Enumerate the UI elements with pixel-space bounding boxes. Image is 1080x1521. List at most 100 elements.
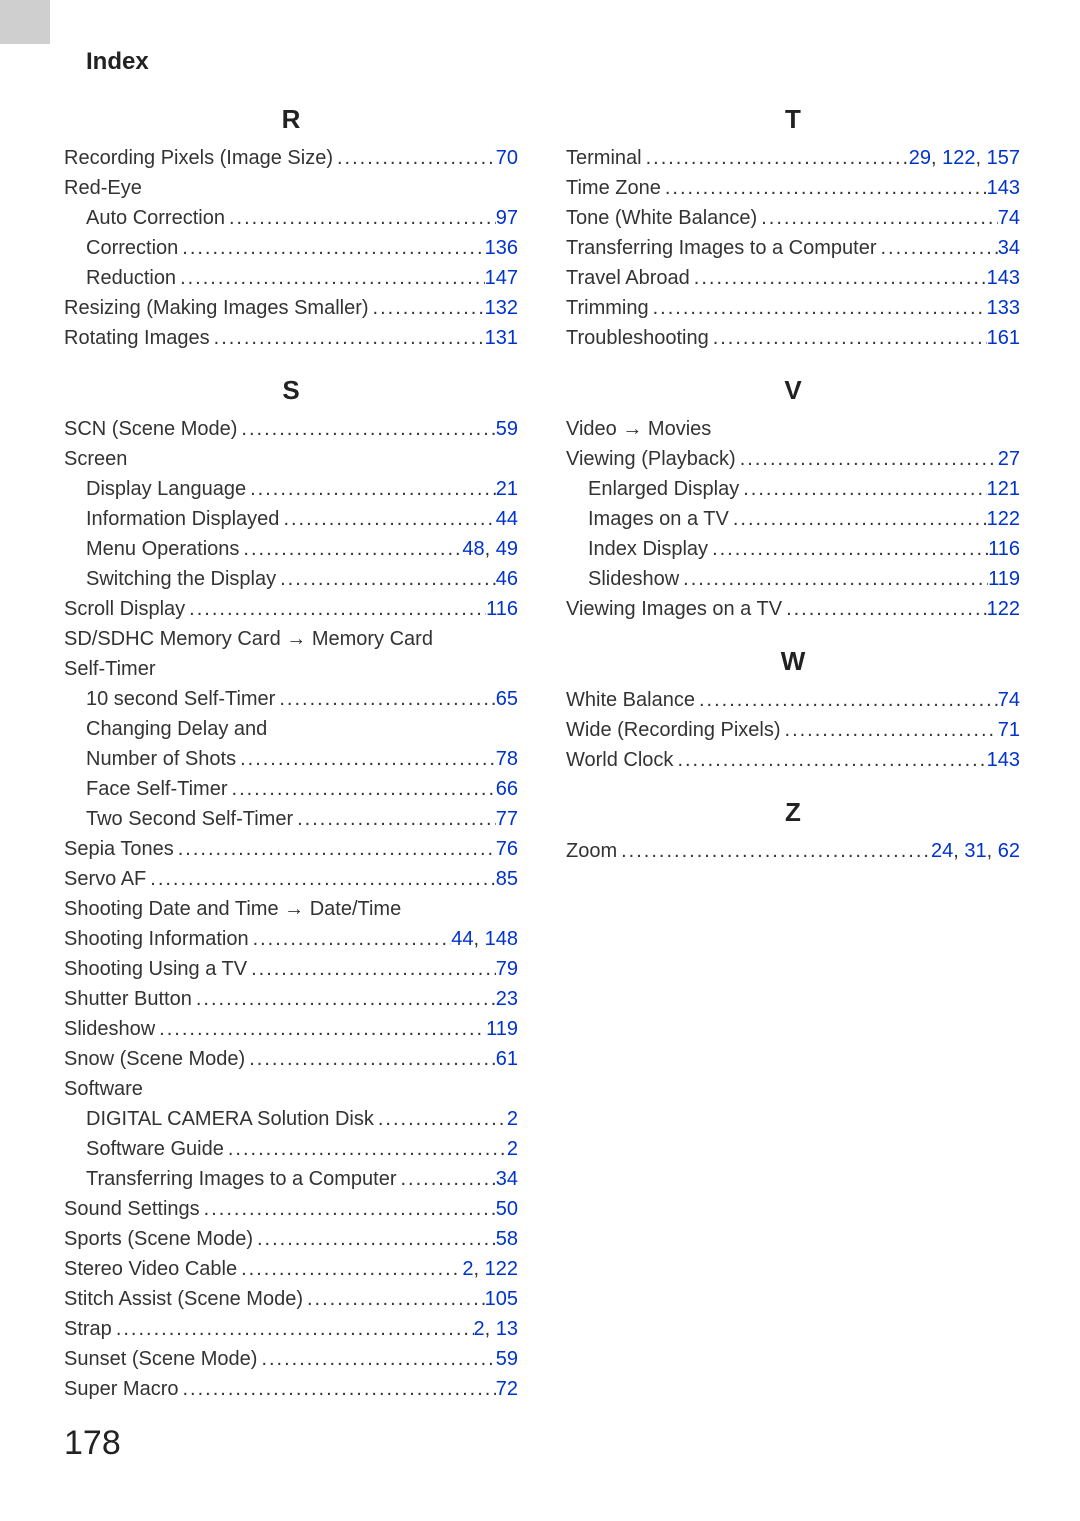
entry-pages: 105 xyxy=(485,1284,518,1314)
page-link[interactable]: 79 xyxy=(496,958,518,980)
page-link[interactable]: 116 xyxy=(988,538,1020,560)
index-entry: Troubleshooting161 xyxy=(566,323,1020,353)
page-link[interactable]: 147 xyxy=(485,267,518,289)
entry-pages: 2 xyxy=(507,1134,518,1164)
page-separator: , xyxy=(987,840,998,862)
index-entry: Number of Shots 78 xyxy=(64,744,518,774)
page-link[interactable]: 74 xyxy=(998,207,1020,229)
page-link[interactable]: 119 xyxy=(486,1018,518,1040)
page-link[interactable]: 77 xyxy=(496,808,518,830)
page-link[interactable]: 136 xyxy=(485,237,518,259)
entry-pages: 161 xyxy=(987,323,1020,353)
page-link[interactable]: 132 xyxy=(485,297,518,319)
page-link[interactable]: 122 xyxy=(485,1258,518,1280)
page-link[interactable]: 24 xyxy=(931,840,953,862)
page-link[interactable]: 161 xyxy=(987,327,1020,349)
page-link[interactable]: 44 xyxy=(451,928,473,950)
leader-dots xyxy=(708,534,988,564)
entry-label: Sound Settings xyxy=(64,1194,200,1224)
page-link[interactable]: 59 xyxy=(496,1348,518,1370)
entry-pages: 143 xyxy=(987,263,1020,293)
page-link[interactable]: 122 xyxy=(942,147,975,169)
leader-dots xyxy=(178,233,484,263)
page-link[interactable]: 76 xyxy=(496,838,518,860)
page-link[interactable]: 74 xyxy=(998,689,1020,711)
index-entry: Stitch Assist (Scene Mode)105 xyxy=(64,1284,518,1314)
leader-dots xyxy=(245,1044,496,1074)
page-link[interactable]: 49 xyxy=(496,538,518,560)
leader-dots xyxy=(112,1314,474,1344)
leader-dots xyxy=(192,984,496,1014)
page-link[interactable]: 2 xyxy=(474,1318,485,1340)
page-link[interactable]: 34 xyxy=(496,1168,518,1190)
page-link[interactable]: 21 xyxy=(496,478,518,500)
entry-label: DIGITAL CAMERA Solution Disk xyxy=(86,1104,374,1134)
index-entry: Time Zone143 xyxy=(566,173,1020,203)
index-entry: Resizing (Making Images Smaller)132 xyxy=(64,293,518,323)
section-letter: T xyxy=(566,104,1020,135)
leader-dots xyxy=(174,834,496,864)
leader-dots xyxy=(257,1344,495,1374)
index-entry: Changing Delay and xyxy=(64,714,518,744)
page-link[interactable]: 58 xyxy=(496,1228,518,1250)
entry-label: Travel Abroad xyxy=(566,263,690,293)
page-link[interactable]: 59 xyxy=(496,418,518,440)
page-link[interactable]: 143 xyxy=(987,267,1020,289)
index-entry: Correction136 xyxy=(64,233,518,263)
index-entry: Reduction147 xyxy=(64,263,518,293)
index-entry: Sound Settings 50 xyxy=(64,1194,518,1224)
entry-pages: 66 xyxy=(496,774,518,804)
page-link[interactable]: 157 xyxy=(987,147,1020,169)
page-link[interactable]: 2 xyxy=(507,1108,518,1130)
entry-label: Sunset (Scene Mode) xyxy=(64,1344,257,1374)
index-entry: Auto Correction97 xyxy=(64,203,518,233)
index-entry: 10 second Self-Timer65 xyxy=(64,684,518,714)
page-link[interactable]: 131 xyxy=(485,327,518,349)
page-link[interactable]: 116 xyxy=(486,598,518,620)
page-link[interactable]: 133 xyxy=(987,297,1020,319)
page-link[interactable]: 65 xyxy=(496,688,518,710)
page-link[interactable]: 78 xyxy=(496,748,518,770)
entry-pages: 46 xyxy=(496,564,518,594)
page-link[interactable]: 46 xyxy=(496,568,518,590)
page-link[interactable]: 85 xyxy=(496,868,518,890)
entry-pages: 23 xyxy=(496,984,518,1014)
page-link[interactable]: 105 xyxy=(485,1288,518,1310)
page-link[interactable]: 119 xyxy=(988,568,1020,590)
page-link[interactable]: 61 xyxy=(496,1048,518,1070)
page-link[interactable]: 34 xyxy=(998,237,1020,259)
leader-dots xyxy=(293,804,496,834)
page-link[interactable]: 148 xyxy=(485,928,518,950)
page-link[interactable]: 97 xyxy=(496,207,518,229)
page-link[interactable]: 48 xyxy=(462,538,484,560)
index-entry: Information Displayed44 xyxy=(64,504,518,534)
entry-label: Self-Timer xyxy=(64,654,155,684)
page-link[interactable]: 122 xyxy=(987,598,1020,620)
page-link[interactable]: 70 xyxy=(496,147,518,169)
page-link[interactable]: 31 xyxy=(964,840,986,862)
page-link[interactable]: 72 xyxy=(496,1378,518,1400)
page-link[interactable]: 23 xyxy=(496,988,518,1010)
index-entry: Menu Operations48, 49 xyxy=(64,534,518,564)
entry-label: Number of Shots xyxy=(86,744,236,774)
page-link[interactable]: 66 xyxy=(496,778,518,800)
page-link[interactable]: 29 xyxy=(909,147,931,169)
page-link[interactable]: 71 xyxy=(998,719,1020,741)
leader-dots xyxy=(146,864,495,894)
page-link[interactable]: 143 xyxy=(987,177,1020,199)
page-link[interactable]: 13 xyxy=(496,1318,518,1340)
page-link[interactable]: 50 xyxy=(496,1198,518,1220)
entry-label: Shooting Date and Time → Date/Time xyxy=(64,894,401,924)
index-entry: Travel Abroad 143 xyxy=(566,263,1020,293)
page-link[interactable]: 122 xyxy=(987,508,1020,530)
page-link[interactable]: 44 xyxy=(496,508,518,530)
page-link[interactable]: 62 xyxy=(998,840,1020,862)
page-link[interactable]: 27 xyxy=(998,448,1020,470)
entry-label: Sports (Scene Mode) xyxy=(64,1224,253,1254)
page-link[interactable]: 2 xyxy=(507,1138,518,1160)
page-link[interactable]: 2 xyxy=(462,1258,473,1280)
page-link[interactable]: 143 xyxy=(987,749,1020,771)
page-link[interactable]: 121 xyxy=(987,478,1020,500)
index-entry: Shooting Using a TV79 xyxy=(64,954,518,984)
entry-label: Screen xyxy=(64,444,127,474)
